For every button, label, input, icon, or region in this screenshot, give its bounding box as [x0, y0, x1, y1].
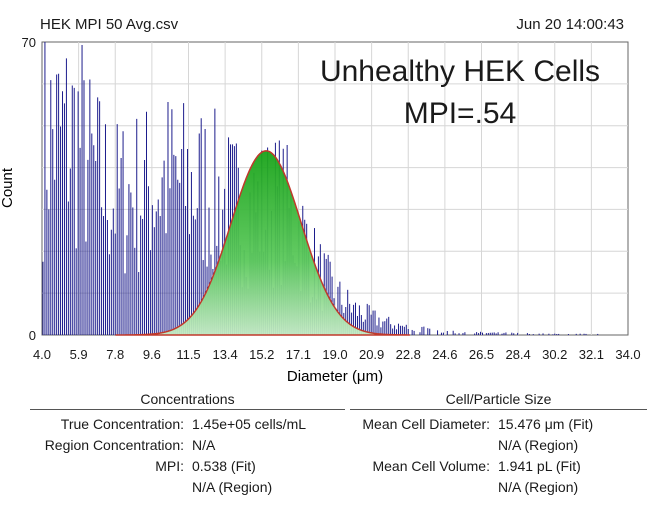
- x-tick-label: 24.6: [432, 347, 457, 362]
- stat-value: N/A: [192, 437, 216, 453]
- stat-label: MPI:: [155, 458, 184, 474]
- stat-label: True Concentration:: [60, 416, 184, 432]
- annotation-title: Unhealthy HEK Cells: [319, 55, 601, 88]
- x-tick-label: 15.2: [249, 347, 274, 362]
- stat-row: N/A (Region): [350, 477, 647, 498]
- annotation-mpi: MPI=.54: [403, 97, 517, 130]
- x-tick-label: 32.1: [579, 347, 604, 362]
- stat-value: 0.538 (Fit): [192, 458, 256, 474]
- x-tick-label: 22.8: [396, 347, 421, 362]
- x-tick-label: 26.5: [469, 347, 494, 362]
- stat-row: Mean Cell Diameter: 15.476 μm (Fit): [350, 414, 647, 435]
- stat-row: Region Concentration: N/A: [30, 435, 345, 456]
- y-tick-label: 70: [22, 35, 36, 50]
- fit-area: [115, 150, 411, 336]
- stat-value: 1.45e+05 cells/mL: [192, 416, 307, 432]
- x-tick-label: 20.9: [359, 347, 384, 362]
- y-axis-ticks: 70 0: [22, 35, 36, 343]
- stat-label: Mean Cell Diameter:: [362, 416, 490, 432]
- x-tick-label: 30.2: [542, 347, 567, 362]
- x-tick-label: 7.8: [106, 347, 124, 362]
- x-axis-ticks: 4.0 5.9 7.8 9.6 11.5 13.4 15.2 17.1 19.0 20.9 22.8…: [33, 347, 641, 362]
- x-tick-label: 5.9: [70, 347, 88, 362]
- x-tick-label: 11.5: [176, 347, 200, 362]
- x-axis-label: Diameter (μm): [287, 368, 383, 385]
- stat-label: [350, 435, 498, 456]
- x-tick-label: 28.4: [505, 347, 530, 362]
- stat-value: N/A (Region): [192, 479, 273, 495]
- fit-curve: [115, 150, 411, 336]
- x-tick-label: 34.0: [615, 347, 640, 362]
- cell-size-panel: Cell/Particle Size Mean Cell Diameter: 15…: [350, 391, 647, 498]
- stat-value: N/A (Region): [498, 479, 579, 495]
- stat-value: 1.941 pL (Fit): [498, 458, 581, 474]
- stat-label: Region Concentration:: [44, 437, 184, 453]
- stat-row: MPI: 0.538 (Fit): [30, 456, 345, 477]
- stat-value: N/A (Region): [498, 437, 579, 453]
- stat-label: [350, 477, 498, 498]
- concentrations-title: Concentrations: [30, 391, 345, 410]
- concentrations-panel: Concentrations True Concentration: 1.45e+…: [30, 391, 345, 498]
- y-axis-label: Count: [0, 167, 16, 208]
- stat-label: Mean Cell Volume:: [372, 458, 490, 474]
- stat-row: N/A (Region): [30, 477, 345, 498]
- x-tick-label: 9.6: [143, 347, 161, 362]
- stat-row: N/A (Region): [350, 435, 647, 456]
- file-name: HEK MPI 50 Avg.csv: [40, 16, 179, 33]
- x-tick-label: 19.0: [322, 347, 347, 362]
- cell-size-title: Cell/Particle Size: [350, 391, 647, 410]
- stat-label: [30, 477, 192, 498]
- stat-row: Mean Cell Volume: 1.941 pL (Fit): [350, 456, 647, 477]
- stat-value: 15.476 μm (Fit): [498, 416, 594, 432]
- stat-row: True Concentration: 1.45e+05 cells/mL: [30, 414, 345, 435]
- x-tick-label: 17.1: [286, 347, 311, 362]
- x-tick-label: 13.4: [212, 347, 237, 362]
- y-tick-label: 0: [29, 328, 36, 343]
- x-tick-label: 4.0: [33, 347, 51, 362]
- histogram-chart: 4.0 5.9 7.8 9.6 11.5 13.4 15.2 17.1 19.0 20.9 22.8…: [0, 35, 641, 385]
- timestamp: Jun 20 14:00:43: [516, 16, 624, 33]
